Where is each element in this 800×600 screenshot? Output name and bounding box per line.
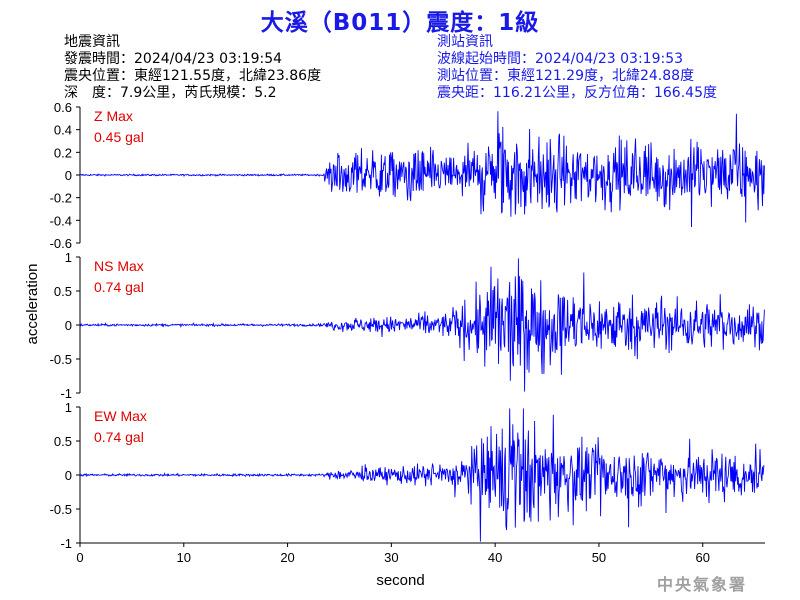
- y-tick-label: -0.6: [50, 236, 72, 251]
- y-axis-title: acceleration: [24, 264, 41, 345]
- y-tick-label: -0.5: [50, 352, 72, 367]
- max-value-ew: 0.74 gal: [94, 429, 144, 445]
- x-tick-label: 40: [488, 550, 502, 565]
- x-tick-label: 60: [695, 550, 709, 565]
- y-tick-label: -0.4: [50, 213, 72, 228]
- station-info-heading: 測站資訊: [437, 34, 493, 50]
- quake-info-block: 地震資訊 發震時間：2024/04/23 03:19:54 震央位置：東經121…: [64, 34, 321, 102]
- max-label-z: Z Max: [94, 108, 133, 124]
- waveform-ns: [79, 258, 765, 392]
- x-tick-label: 20: [280, 550, 294, 565]
- y-tick-label: 1: [65, 400, 72, 415]
- y-tick-label: 0.6: [54, 100, 72, 115]
- y-tick-label: -1: [60, 386, 72, 401]
- distance-azimuth: 震央距：116.21公里，反方位角：166.45度: [437, 85, 717, 101]
- waveform-ew: [79, 408, 765, 542]
- y-tick-label: 0.2: [54, 145, 72, 160]
- y-tick-label: 0.5: [54, 284, 72, 299]
- station-info-block: 測站資訊 波線起始時間：2024/04/23 03:19:53 測站位置：東經1…: [437, 34, 717, 102]
- chart-title: 大溪（B011）震度：1級: [260, 10, 540, 36]
- max-label-ew: EW Max: [94, 408, 147, 424]
- max-label-ns: NS Max: [94, 258, 144, 274]
- x-axis-title: second: [376, 572, 424, 589]
- y-tick-label: 0: [65, 168, 72, 183]
- agency-watermark: 中央氣象署: [657, 575, 748, 594]
- y-tick-label: 0: [65, 318, 72, 333]
- x-tick-label: 30: [384, 550, 398, 565]
- y-tick-label: 1: [65, 250, 72, 265]
- origin-time: 發震時間：2024/04/23 03:19:54: [64, 51, 283, 67]
- y-tick-label: -0.5: [50, 502, 72, 517]
- y-tick-label: 0.4: [54, 123, 72, 138]
- y-tick-label: -1: [60, 536, 72, 551]
- depth-magnitude: 深 度：7.9公里，芮氏規模：5.2: [64, 85, 277, 101]
- waveform-z: [79, 111, 765, 228]
- x-tick-label: 50: [592, 550, 606, 565]
- y-tick-label: 0.5: [54, 434, 72, 449]
- y-tick-label: -0.2: [50, 191, 72, 206]
- x-tick-label: 0: [76, 550, 83, 565]
- max-value-ns: 0.74 gal: [94, 279, 144, 295]
- quake-info-heading: 地震資訊: [64, 34, 120, 50]
- max-value-z: 0.45 gal: [94, 129, 144, 145]
- wave-start-time: 波線起始時間：2024/04/23 03:19:53: [437, 51, 684, 67]
- station-location: 測站位置：東經121.29度，北緯24.88度: [437, 68, 695, 84]
- x-tick-label: 10: [177, 550, 191, 565]
- epicenter-location: 震央位置：東經121.55度，北緯23.86度: [64, 68, 322, 84]
- y-tick-label: 0: [65, 468, 72, 483]
